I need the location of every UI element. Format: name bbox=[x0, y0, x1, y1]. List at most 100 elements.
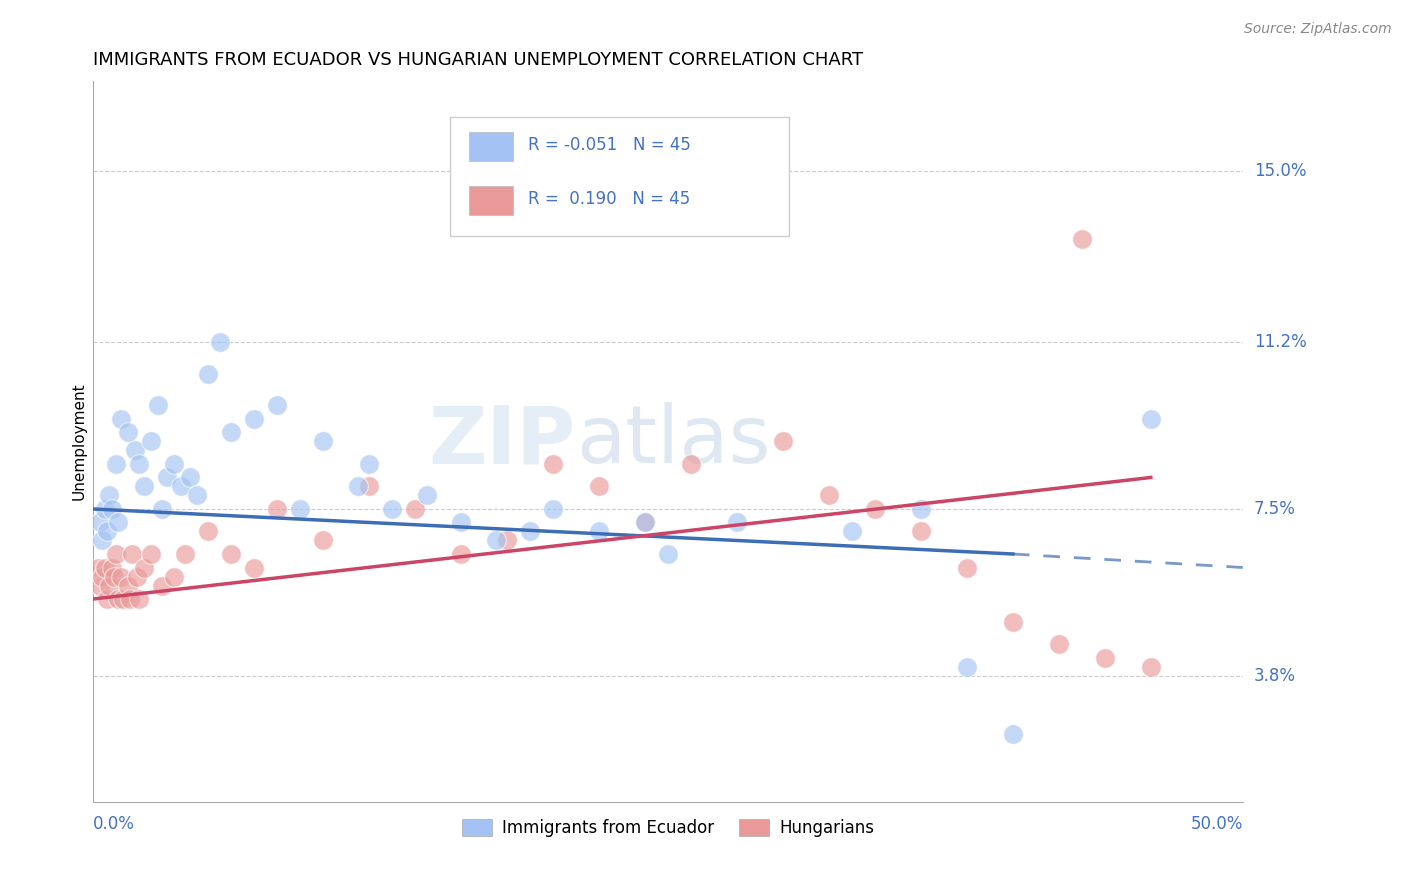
Point bbox=[219, 547, 242, 561]
Text: 0.0%: 0.0% bbox=[93, 815, 135, 833]
Point bbox=[87, 560, 110, 574]
Point bbox=[266, 502, 288, 516]
Point bbox=[541, 457, 564, 471]
Point bbox=[174, 547, 197, 561]
Point bbox=[105, 547, 128, 561]
Point bbox=[93, 560, 115, 574]
Point bbox=[128, 592, 150, 607]
Point bbox=[128, 457, 150, 471]
Point bbox=[346, 479, 368, 493]
Point bbox=[956, 659, 979, 673]
Text: ZIP: ZIP bbox=[429, 402, 576, 481]
Point bbox=[105, 457, 128, 471]
Point bbox=[634, 516, 657, 530]
Point bbox=[163, 569, 186, 583]
Point bbox=[288, 502, 311, 516]
Point bbox=[156, 470, 179, 484]
Point bbox=[91, 533, 114, 548]
Text: 15.0%: 15.0% bbox=[1254, 162, 1306, 180]
Point bbox=[219, 425, 242, 440]
Point bbox=[1001, 615, 1024, 629]
Point bbox=[910, 502, 932, 516]
Point bbox=[139, 547, 162, 561]
Point bbox=[132, 479, 155, 493]
Point bbox=[312, 434, 335, 449]
Point bbox=[634, 516, 657, 530]
Point bbox=[772, 434, 794, 449]
Point bbox=[910, 524, 932, 539]
Point bbox=[541, 502, 564, 516]
Point bbox=[91, 569, 114, 583]
Text: 11.2%: 11.2% bbox=[1254, 334, 1306, 351]
Point bbox=[121, 547, 143, 561]
Text: 50.0%: 50.0% bbox=[1191, 815, 1243, 833]
Y-axis label: Unemployment: Unemployment bbox=[72, 383, 86, 500]
Point bbox=[96, 524, 118, 539]
Text: 7.5%: 7.5% bbox=[1254, 500, 1296, 518]
Text: 3.8%: 3.8% bbox=[1254, 666, 1296, 684]
Point bbox=[98, 488, 121, 502]
Point bbox=[117, 578, 139, 592]
Point bbox=[197, 524, 219, 539]
Point bbox=[132, 560, 155, 574]
Point bbox=[1140, 412, 1163, 426]
Point bbox=[359, 479, 381, 493]
Point bbox=[197, 367, 219, 381]
Point bbox=[179, 470, 201, 484]
Point bbox=[956, 560, 979, 574]
Point bbox=[266, 399, 288, 413]
Legend: Immigrants from Ecuador, Hungarians: Immigrants from Ecuador, Hungarians bbox=[456, 812, 880, 844]
Point bbox=[381, 502, 404, 516]
Point bbox=[863, 502, 886, 516]
Point bbox=[110, 569, 132, 583]
Point bbox=[1140, 659, 1163, 673]
Point bbox=[163, 457, 186, 471]
FancyBboxPatch shape bbox=[450, 118, 789, 236]
Point bbox=[103, 569, 125, 583]
Point bbox=[100, 560, 122, 574]
Point bbox=[1047, 637, 1070, 651]
Point bbox=[1070, 232, 1092, 246]
Point bbox=[186, 488, 208, 502]
Text: R = -0.051   N = 45: R = -0.051 N = 45 bbox=[527, 136, 690, 153]
Point bbox=[588, 524, 610, 539]
Point bbox=[243, 412, 266, 426]
Point bbox=[112, 592, 135, 607]
Point bbox=[450, 547, 472, 561]
Point bbox=[118, 592, 141, 607]
Point bbox=[125, 569, 148, 583]
Point bbox=[146, 399, 169, 413]
Point bbox=[169, 479, 191, 493]
Point bbox=[208, 335, 231, 350]
Point bbox=[359, 457, 381, 471]
Text: Source: ZipAtlas.com: Source: ZipAtlas.com bbox=[1244, 22, 1392, 37]
Point bbox=[841, 524, 863, 539]
Point bbox=[124, 443, 146, 458]
Point bbox=[657, 547, 679, 561]
Point bbox=[1001, 727, 1024, 741]
Point bbox=[450, 516, 472, 530]
Point bbox=[519, 524, 541, 539]
Point bbox=[110, 412, 132, 426]
Text: R =  0.190   N = 45: R = 0.190 N = 45 bbox=[527, 190, 690, 208]
Point bbox=[496, 533, 519, 548]
Point bbox=[404, 502, 426, 516]
Text: IMMIGRANTS FROM ECUADOR VS HUNGARIAN UNEMPLOYMENT CORRELATION CHART: IMMIGRANTS FROM ECUADOR VS HUNGARIAN UNE… bbox=[93, 51, 863, 69]
Point bbox=[98, 578, 121, 592]
Point bbox=[107, 516, 129, 530]
Point bbox=[150, 502, 173, 516]
Point bbox=[107, 592, 129, 607]
Point bbox=[415, 488, 437, 502]
Point bbox=[484, 533, 506, 548]
Point bbox=[96, 592, 118, 607]
Point bbox=[243, 560, 266, 574]
Point bbox=[89, 578, 111, 592]
Point bbox=[588, 479, 610, 493]
Point bbox=[93, 502, 115, 516]
Point bbox=[89, 516, 111, 530]
Point bbox=[1094, 650, 1116, 665]
Point bbox=[725, 516, 748, 530]
Point bbox=[150, 578, 173, 592]
Point bbox=[312, 533, 335, 548]
Point bbox=[679, 457, 702, 471]
